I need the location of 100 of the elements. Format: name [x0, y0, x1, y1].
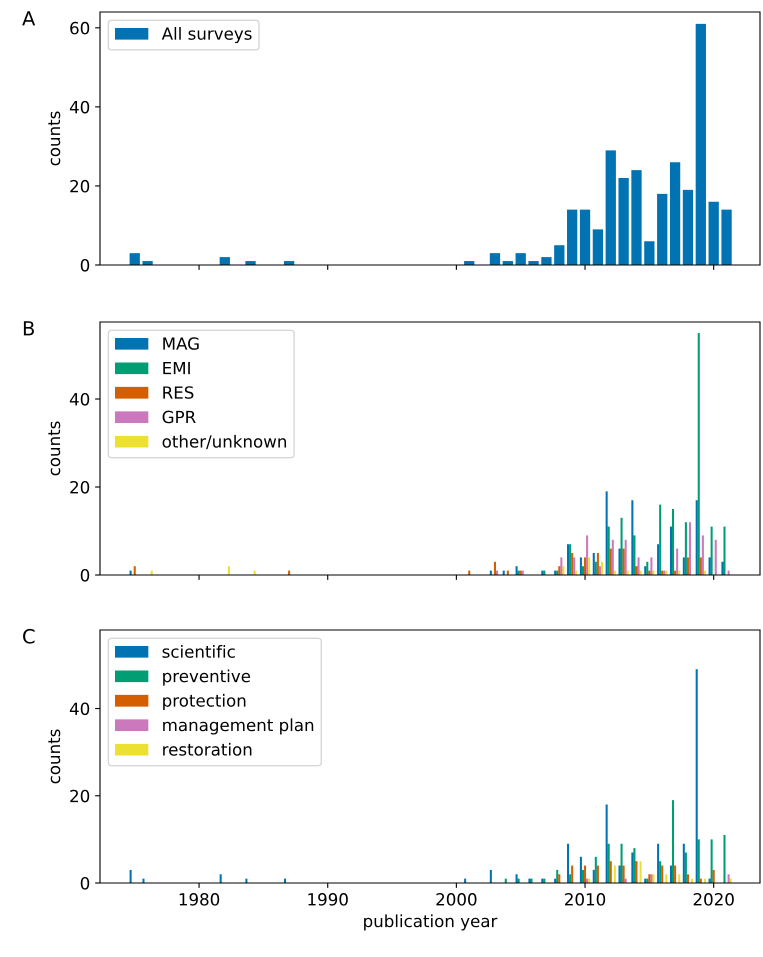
bar — [594, 856, 597, 883]
bar — [672, 509, 674, 575]
bar — [592, 229, 604, 265]
bar — [714, 540, 717, 575]
bar — [686, 557, 689, 575]
bar — [631, 500, 634, 575]
bar — [688, 522, 692, 575]
y-tick-label: 40 — [70, 100, 90, 114]
bar — [622, 866, 625, 883]
bar — [571, 866, 574, 883]
bar — [598, 566, 601, 575]
bar — [588, 557, 590, 575]
x-tick-label: 2000 — [436, 893, 476, 906]
bar — [644, 241, 655, 265]
bar — [618, 866, 621, 883]
bar — [562, 566, 564, 575]
bar — [708, 557, 711, 575]
bar — [516, 253, 526, 265]
bar — [723, 526, 726, 575]
bar — [618, 548, 621, 575]
bar — [657, 844, 660, 883]
bar — [584, 866, 586, 883]
bar — [638, 557, 640, 575]
bar — [592, 553, 595, 575]
bar — [586, 535, 588, 575]
bar — [721, 210, 732, 265]
legend-label: other/unknown — [162, 434, 286, 450]
bar — [712, 870, 715, 883]
bar — [560, 557, 562, 575]
bar — [220, 257, 230, 265]
bar — [659, 861, 662, 883]
bar — [633, 535, 636, 575]
y-axis-title: counts — [48, 421, 60, 476]
bar — [684, 522, 687, 575]
legend-label: GPR — [162, 410, 196, 424]
bar — [626, 570, 629, 575]
bar — [631, 170, 642, 265]
bar — [612, 540, 614, 575]
bar — [614, 866, 616, 883]
y-tick-label: 20 — [70, 480, 90, 494]
bar — [228, 566, 230, 575]
bar — [684, 852, 687, 883]
bar — [710, 839, 713, 883]
bar — [610, 861, 612, 883]
bar — [567, 210, 578, 265]
legend-label: management plan — [163, 718, 314, 735]
bar — [464, 261, 474, 265]
y-tick-label: 0 — [80, 568, 90, 582]
bar — [490, 870, 492, 883]
bar — [606, 150, 616, 265]
y-tick-label: 0 — [80, 258, 90, 272]
bar — [640, 861, 642, 883]
bar — [596, 866, 599, 883]
y-axis-title: counts — [48, 729, 60, 784]
legend-label: MAG — [163, 337, 199, 350]
bar — [130, 870, 132, 883]
bar — [558, 566, 560, 575]
bar — [130, 253, 140, 265]
bar — [633, 848, 636, 883]
bar — [608, 526, 610, 575]
bar — [610, 548, 612, 575]
legend-label: scientific — [162, 645, 235, 658]
x-tick-label: 2020 — [694, 893, 734, 906]
legend-label: EMI — [163, 362, 190, 374]
chart-title: C — [23, 628, 35, 644]
legend-label: protection — [163, 694, 246, 710]
bar — [696, 500, 698, 575]
bar — [670, 866, 672, 883]
bar — [573, 557, 576, 575]
bar — [682, 844, 685, 883]
bar — [596, 553, 599, 575]
bar — [624, 540, 627, 575]
bar — [580, 557, 582, 575]
y-axis-title: counts — [48, 111, 60, 166]
x-tick-label: 2010 — [565, 893, 606, 906]
bar — [606, 491, 608, 575]
x-tick-label: 1990 — [308, 893, 348, 906]
bar — [134, 566, 136, 575]
bar — [657, 194, 668, 265]
bar — [696, 669, 698, 883]
bar — [490, 253, 500, 265]
bar — [650, 557, 652, 575]
bar — [696, 24, 706, 265]
bar — [541, 257, 552, 265]
bar — [659, 504, 662, 575]
bar — [676, 548, 678, 575]
bar — [571, 553, 574, 575]
bar — [661, 866, 664, 883]
bar — [708, 202, 719, 265]
bar — [584, 557, 586, 575]
bar — [468, 570, 470, 575]
bar — [494, 562, 496, 575]
bar — [284, 261, 294, 265]
bar — [618, 178, 629, 265]
bar — [670, 526, 672, 575]
chart-title: A — [22, 11, 36, 26]
y-tick-label: 20 — [70, 790, 90, 802]
bar — [644, 566, 646, 575]
bar — [594, 562, 597, 575]
bar — [567, 844, 570, 883]
